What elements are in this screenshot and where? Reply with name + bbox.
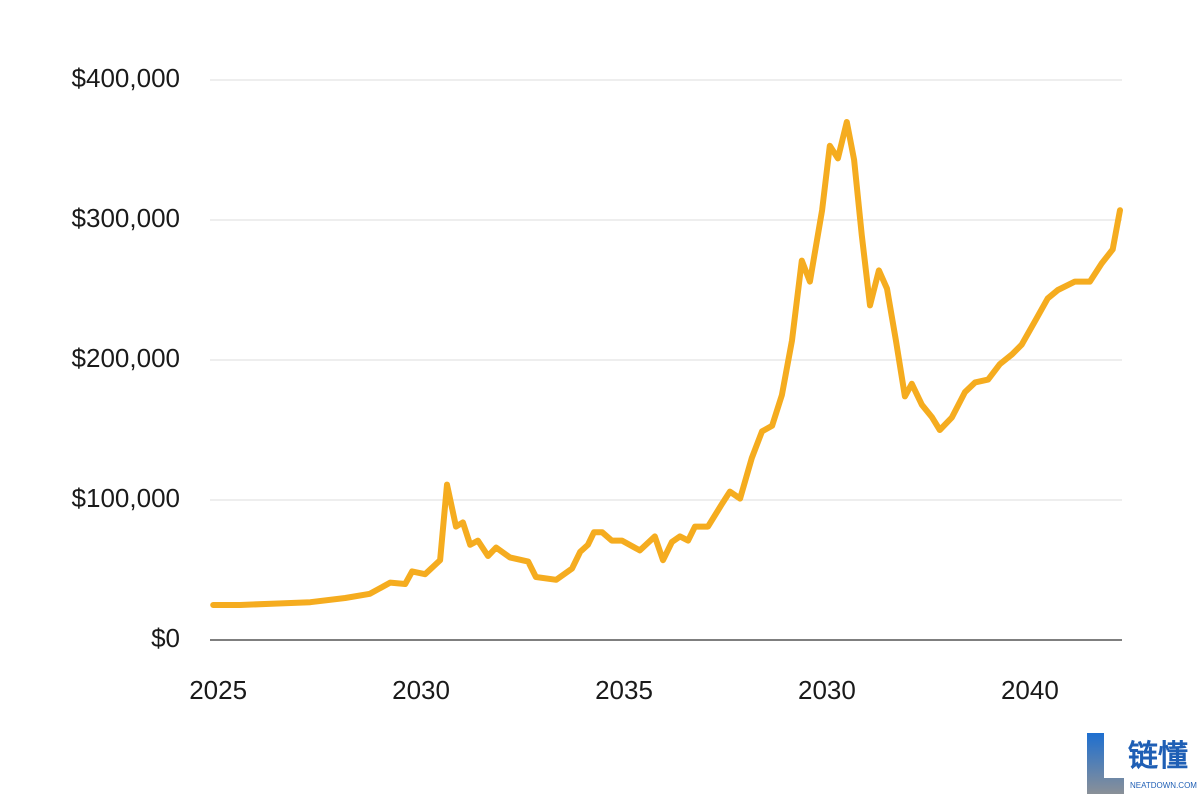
x-tick-label: 2030 [392, 675, 450, 705]
y-tick-label: $100,000 [72, 483, 180, 513]
x-tick-label: 2030 [798, 675, 856, 705]
logo-title: 链懂 [1128, 739, 1188, 773]
y-tick-label: $0 [151, 623, 180, 653]
data-line [210, 119, 1123, 608]
y-tick-label: $400,000 [72, 63, 180, 93]
logo-subtitle: NEATDOWN.COM [1130, 781, 1197, 790]
y-tick-label: $200,000 [72, 343, 180, 373]
logo: 链懂 NEATDOWN.COM [1087, 733, 1197, 794]
y-tick-label: $300,000 [72, 203, 180, 233]
logo-mark [1087, 733, 1124, 794]
x-tick-label: 2025 [189, 675, 247, 705]
x-tick-label: 2035 [595, 675, 653, 705]
x-tick-label: 2040 [1001, 675, 1059, 705]
